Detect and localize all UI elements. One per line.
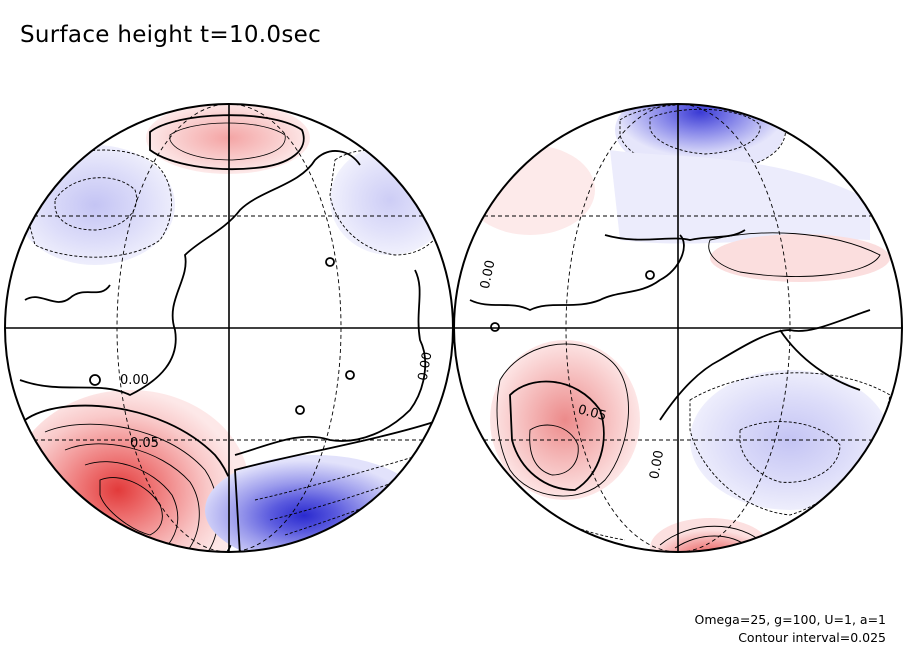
left-low-upper-right <box>329 145 450 256</box>
parameters-annotation: Omega=25, g=100, U=1, a=1 <box>694 612 886 627</box>
right-high-mid <box>708 232 890 282</box>
left-zero-contours <box>19 150 427 456</box>
left-low-upper <box>15 145 175 265</box>
left-contour-label-2: 0.05 <box>130 436 159 451</box>
left-contour-label-1: 0.00 <box>120 373 149 388</box>
right-high-upper-left <box>465 145 595 235</box>
left-hemisphere: 0.00 0.05 0.00 <box>4 103 454 553</box>
right-zero-contours <box>469 229 871 421</box>
chart-title: Surface height t=10.0sec <box>20 22 322 48</box>
right-high-lower-left <box>490 340 640 500</box>
right-contour-label-3: 0.00 <box>647 449 667 480</box>
right-contour-label-2: 0.05 <box>576 402 608 424</box>
left-contour-label-3: 0.00 <box>416 351 436 382</box>
right-hemisphere: 0.00 0.05 0.00 <box>453 103 903 553</box>
left-high-top <box>146 104 310 174</box>
contour-interval-annotation: Contour interval=0.025 <box>738 630 886 645</box>
right-high-bottom <box>650 518 770 552</box>
right-contour-label-1: 0.00 <box>478 259 499 290</box>
right-low-upper-band <box>610 150 870 244</box>
